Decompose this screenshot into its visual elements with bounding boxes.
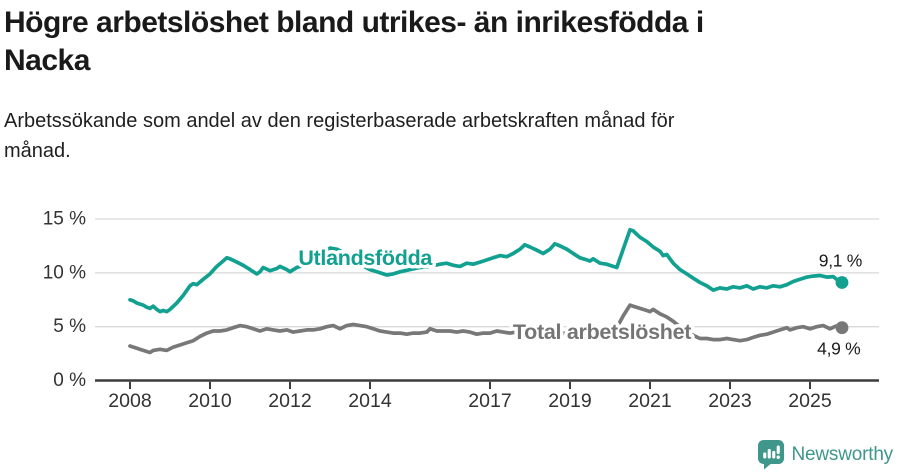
newsworthy-attribution[interactable]: Newsworthy xyxy=(757,439,893,470)
series-line-utlandsfodda xyxy=(128,227,844,314)
x-tick-label-2010: 2010 xyxy=(188,390,232,412)
chart-subtitle: Arbetssökande som andel av den registerb… xyxy=(4,106,884,166)
y-tick-label-0: 0 % xyxy=(53,370,86,391)
end-value-label-total: 4,9 % xyxy=(817,338,860,358)
x-axis: 2008 2010 2012 2014 2017 2019 2021 2023 2025 xyxy=(95,379,879,412)
x-tick-label-2021: 2021 xyxy=(628,390,671,412)
x-tick-label-2025: 2025 xyxy=(788,390,832,412)
x-tick-label-2019: 2019 xyxy=(548,390,591,412)
chart-subtitle-line-2: månad. xyxy=(4,140,71,162)
y-tick-label-15: 15 % xyxy=(43,209,86,230)
series-end-dot-utlandsfodda xyxy=(835,276,849,289)
x-tick-label-2023: 2023 xyxy=(708,390,751,412)
series-label-total-arbetsloshet: Total arbetslöshet xyxy=(513,320,691,344)
y-tick-label-5: 5 % xyxy=(53,316,86,337)
y-gridlines xyxy=(95,218,879,328)
newsworthy-brand-text: Newsworthy xyxy=(791,443,894,465)
page-title: Högre arbetslöshet bland utrikes- än inr… xyxy=(4,4,884,80)
x-tick-label-2014: 2014 xyxy=(348,390,392,412)
page-title-line-2: Nacka xyxy=(4,44,90,77)
series-label-utlandsfodda: Utlandsfödda xyxy=(298,246,433,270)
x-tick-label-2017: 2017 xyxy=(468,390,511,412)
y-axis-labels: 0 % 5 % 10 % 15 % xyxy=(43,209,86,391)
newsworthy-logo-icon xyxy=(757,440,784,470)
chart-subtitle-line-1: Arbetssökande som andel av den registerb… xyxy=(4,110,675,132)
x-tick-label-2012: 2012 xyxy=(268,390,311,412)
chart-header: Högre arbetslöshet bland utrikes- än inr… xyxy=(4,4,884,166)
series-line-total-arbetsloshet xyxy=(128,303,844,355)
series-end-dot-total-arbetsloshet xyxy=(835,321,849,335)
page-title-line-1: Högre arbetslöshet bland utrikes- än inr… xyxy=(4,6,704,39)
y-tick-label-10: 10 % xyxy=(43,262,86,283)
x-tick-label-2008: 2008 xyxy=(108,390,151,412)
end-value-label-utlandsfodda: 9,1 % xyxy=(819,251,862,271)
